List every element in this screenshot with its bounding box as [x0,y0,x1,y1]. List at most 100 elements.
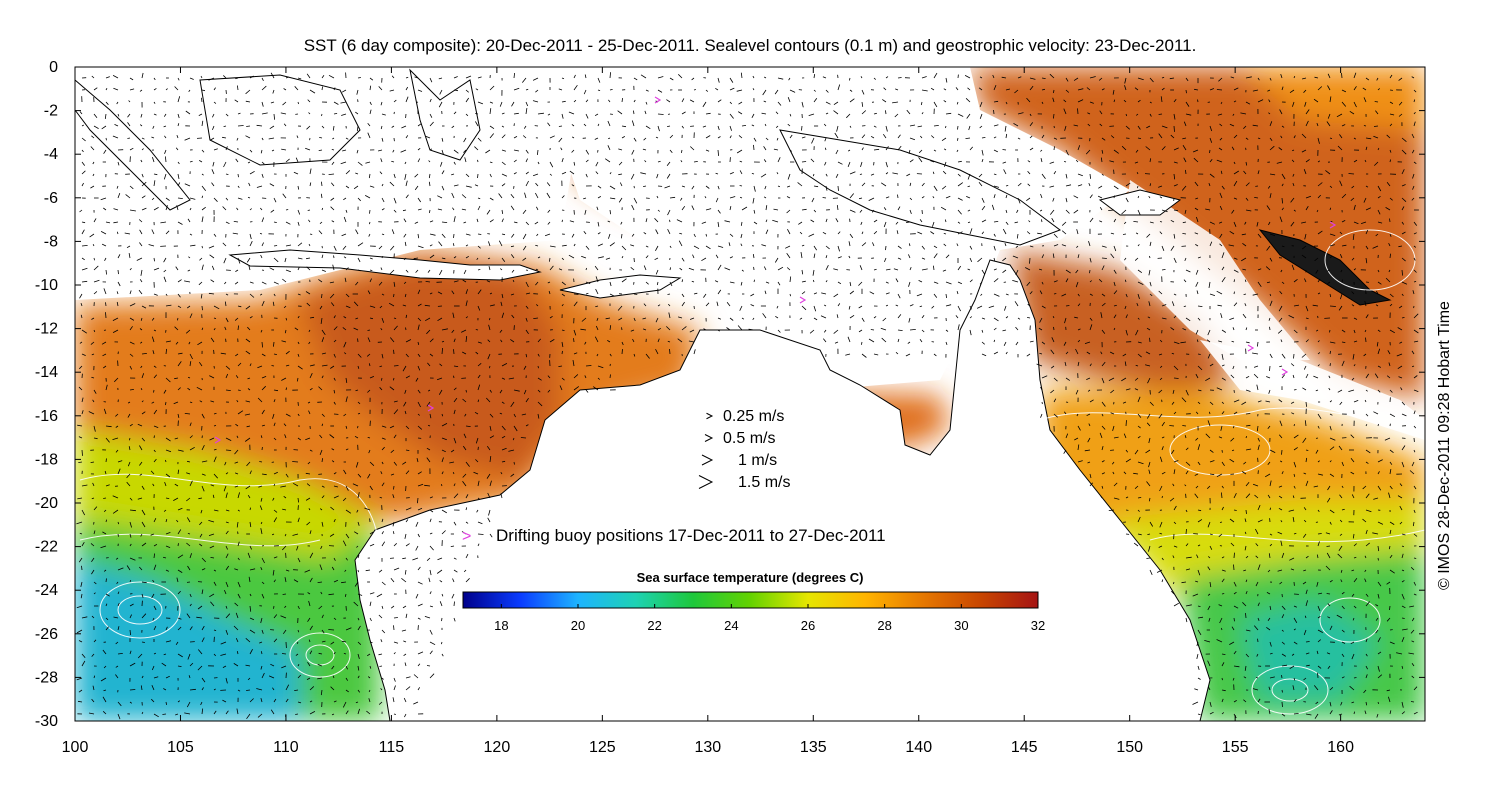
velocity-arrow [1313,98,1319,103]
velocity-arrow [1398,113,1403,117]
velocity-arrow [1352,617,1355,621]
velocity-arrow [546,192,551,199]
velocity-arrow [81,267,88,271]
velocity-arrow [991,204,995,211]
velocity-arrow [1317,509,1320,512]
velocity-arrow [1029,340,1034,343]
velocity-arrow [1339,253,1343,259]
velocity-arrow [201,195,204,199]
velocity-arrow [561,329,565,331]
velocity-arrow [858,281,863,286]
velocity-arrow [1413,257,1416,261]
velocity-arrow [737,325,743,331]
velocity-arrow [1089,76,1096,79]
velocity-arrow [381,197,385,203]
land-borneo [199,74,361,166]
velocity-legend-arrow [704,434,714,442]
velocity-arrow [1029,135,1033,139]
velocity-arrow [1037,232,1043,235]
velocity-arrow [1341,329,1346,333]
velocity-arrow [210,484,215,487]
velocity-arrow [967,185,971,188]
velocity-arrow [849,89,853,92]
velocity-arrow [1207,605,1211,611]
velocity-arrow [825,89,829,93]
velocity-arrow [438,389,443,395]
velocity-arrow [585,292,589,295]
velocity-arrow [849,209,856,213]
velocity-arrow [81,565,83,571]
velocity-arrow [993,245,996,251]
velocity-arrow [426,401,431,407]
velocity-arrow [451,192,455,199]
velocity-arrow [284,257,287,263]
velocity-arrow [393,461,398,466]
velocity-arrow [222,206,227,211]
velocity-arrow [1161,125,1168,129]
velocity-arrow [1257,617,1260,621]
velocity-arrow [292,461,299,463]
velocity-arrow [1109,351,1115,355]
velocity-arrow [750,304,755,307]
velocity-arrow [981,205,986,211]
velocity-arrow [1183,305,1187,307]
velocity-arrow [177,161,180,165]
velocity-arrow [571,136,575,139]
velocity-arrow [261,376,267,379]
velocity-arrow [964,75,971,79]
velocity-arrow [153,425,159,428]
colorbar: Sea surface temperature (degrees C) 18 20… [462,570,1045,633]
velocity-arrow [152,483,155,487]
velocity-arrow [297,221,300,226]
velocity-arrow [1017,197,1021,204]
velocity-arrow [704,196,707,199]
velocity-arrow [825,280,828,283]
velocity-arrow [140,113,143,118]
velocity-arrow [621,125,627,128]
velocity-arrow [116,231,119,235]
velocity-arrow [883,87,887,91]
velocity-arrow [405,686,411,691]
velocity-arrow [417,389,421,394]
velocity-arrow [1401,206,1405,211]
buoy-markers [214,96,1337,444]
velocity-arrow [1209,581,1212,588]
velocity-arrow [753,185,756,192]
velocity-arrow [357,338,359,343]
velocity-arrow [1077,145,1081,151]
velocity-arrow [1293,329,1298,334]
velocity-arrow [354,581,359,587]
velocity-arrow [153,77,156,81]
velocity-arrow [369,531,374,535]
velocity-arrow [633,353,636,357]
velocity-arrow [105,137,107,141]
y-axis: 0-2-4-6-8-10-12-14-16-18-20-22-24-26-28-… [35,59,1425,730]
velocity-arrow [1341,220,1346,223]
velocity-arrow [1257,268,1262,271]
velocity-arrow [369,77,374,81]
velocity-arrow [1401,197,1407,202]
velocity-arrow [260,528,263,535]
velocity-arrow [201,625,205,631]
velocity-arrow [788,77,791,81]
land-solomons [1258,229,1392,306]
velocity-arrow [1197,569,1201,576]
velocity-arrow [1389,113,1395,116]
velocity-arrow [381,446,385,451]
velocity-arrow [1219,233,1223,239]
velocity-arrow [537,149,539,155]
velocity-arrow [393,685,396,691]
velocity-arrow [273,197,277,203]
velocity-arrow [549,265,554,271]
velocity-arrow [165,377,171,383]
velocity-arrow [645,125,651,130]
velocity-arrow [1185,604,1192,607]
velocity-arrow [345,485,349,491]
velocity-arrow [702,101,707,108]
velocity-arrow [1389,461,1393,465]
velocity-arrow [152,350,155,355]
velocity-arrow [329,434,335,439]
velocity-arrow [117,626,120,631]
velocity-arrow [379,171,383,175]
velocity-arrow [152,579,155,583]
